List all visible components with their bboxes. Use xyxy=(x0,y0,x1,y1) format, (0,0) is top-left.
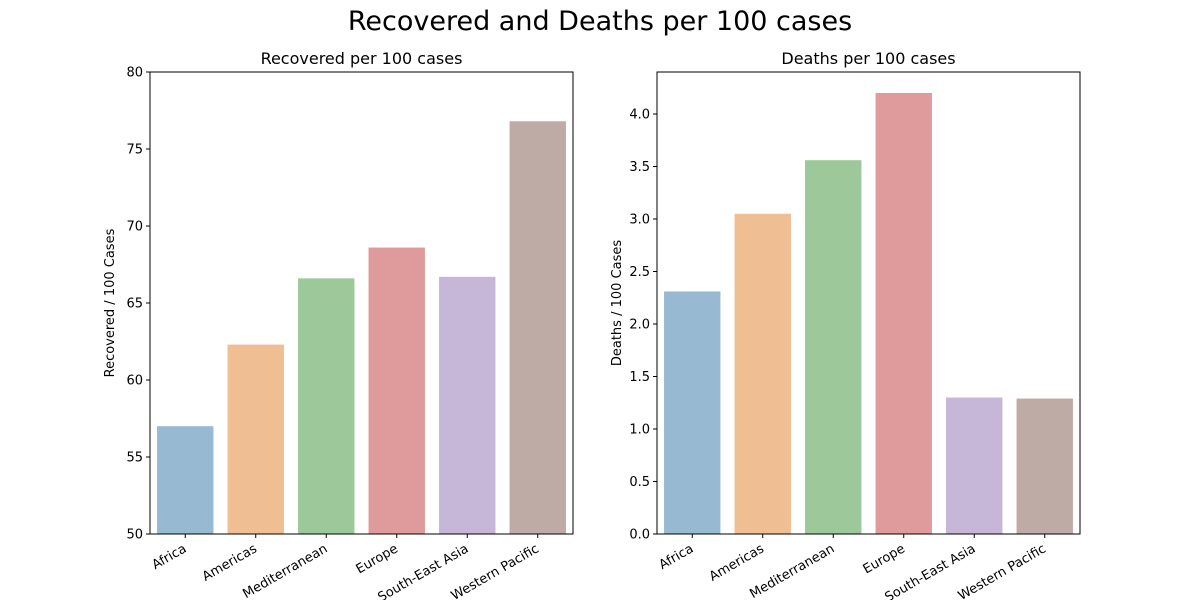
chart2-bar-4 xyxy=(946,397,1003,534)
chart1-xtick-label-0: Africa xyxy=(150,541,190,573)
chart2-xtick-label-0: Africa xyxy=(657,541,697,573)
chart2-xtick-label-1: Americas xyxy=(707,541,767,584)
chart2-bar-1 xyxy=(734,213,791,534)
chart1-bar-5 xyxy=(509,121,566,534)
chart1-xtick-label-3: Europe xyxy=(354,541,401,577)
chart1-bar-1 xyxy=(227,344,284,534)
chart1-ytick-label-1: 55 xyxy=(126,451,143,466)
chart1-ytick-label-5: 75 xyxy=(126,143,143,158)
chart2-ytick-label-0: 0.0 xyxy=(629,528,650,543)
figure-suptitle: Recovered and Deaths per 100 cases xyxy=(347,6,853,37)
chart2-bar-5 xyxy=(1016,398,1073,534)
chart1-bar-4 xyxy=(439,276,496,534)
chart1-bar-3 xyxy=(368,247,425,534)
chart2-ytick-label-8: 4.0 xyxy=(629,108,650,123)
chart2-ylabel: Deaths / 100 Cases xyxy=(610,240,625,366)
chart1-ylabel: Recovered / 100 Cases xyxy=(103,228,118,377)
chart2-ytick-label-7: 3.5 xyxy=(629,160,650,175)
chart2-ytick-label-6: 3.0 xyxy=(629,213,650,228)
chart2-ytick-label-2: 1.0 xyxy=(629,423,650,438)
chart2-ytick-label-1: 0.5 xyxy=(629,475,650,490)
chart2-bar-0 xyxy=(664,291,721,534)
chart1-ytick-label-0: 50 xyxy=(126,528,143,543)
chart1-ytick-label-3: 65 xyxy=(126,297,143,312)
chart1-ytick-label-2: 60 xyxy=(126,374,143,389)
chart2-bar-2 xyxy=(805,160,862,534)
chart2-bar-3 xyxy=(875,93,932,534)
chart2-axes-frame xyxy=(656,71,1081,535)
chart2-xtick-label-3: Europe xyxy=(861,541,908,577)
chart2-ytick-label-4: 2.0 xyxy=(629,318,650,333)
chart1-bar-2 xyxy=(298,278,355,534)
chart1-ytick-label-4: 70 xyxy=(126,220,143,235)
chart2-ytick-label-5: 2.5 xyxy=(629,265,650,280)
chart1-ytick-label-6: 80 xyxy=(126,66,143,81)
chart2-ytick-label-3: 1.5 xyxy=(629,370,650,385)
chart1-xtick-label-1: Americas xyxy=(200,541,260,584)
chart2-title: Deaths per 100 cases xyxy=(781,49,955,68)
chart1-title: Recovered per 100 cases xyxy=(261,49,463,68)
chart1-bar-0 xyxy=(157,426,214,534)
